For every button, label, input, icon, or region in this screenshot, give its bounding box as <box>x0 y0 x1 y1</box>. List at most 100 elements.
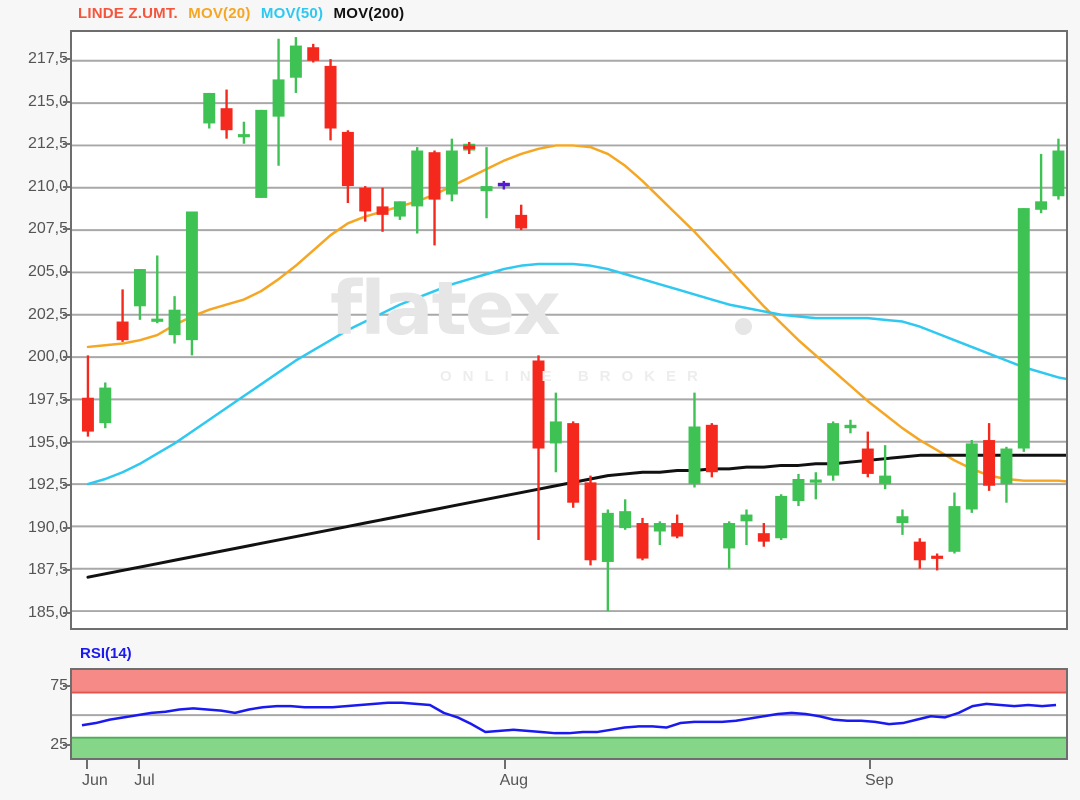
candlestick <box>185 211 198 356</box>
price-y-axis-tick <box>63 228 70 231</box>
price-y-axis-tick <box>63 569 70 572</box>
candle-body <box>133 269 146 307</box>
candlestick <box>636 517 649 561</box>
price-y-axis-tick <box>63 100 70 103</box>
price-y-axis-tick <box>63 611 70 614</box>
candle-body <box>688 426 701 485</box>
candle-body <box>255 109 268 198</box>
candle-body <box>601 512 614 562</box>
candlestick <box>1052 138 1065 200</box>
candlestick <box>601 509 614 612</box>
candlestick <box>584 475 597 566</box>
candlestick <box>289 37 302 93</box>
candle-body <box>445 150 458 195</box>
candle-body <box>861 448 874 474</box>
candle-body <box>272 79 285 117</box>
candle-body <box>619 511 632 529</box>
x-axis-tick <box>138 760 141 769</box>
x-axis-label: Sep <box>865 772 894 789</box>
candle-body-doji <box>237 134 250 138</box>
candlestick <box>411 147 424 234</box>
candle-body <box>393 201 406 217</box>
candlestick <box>515 204 528 231</box>
candlestick <box>324 59 337 141</box>
candlestick <box>983 423 996 491</box>
candlestick <box>775 494 788 540</box>
candlestick <box>376 187 389 232</box>
price-y-axis-label: 205,0 <box>27 263 68 281</box>
legend-mov200: MOV(200) <box>333 5 405 22</box>
candle-body <box>168 309 181 336</box>
rsi-chart-panel[interactable] <box>70 668 1068 760</box>
candlestick <box>445 138 458 202</box>
candle-body <box>185 211 198 341</box>
candlestick <box>688 392 701 488</box>
candlestick <box>757 523 770 547</box>
candlestick <box>359 186 372 222</box>
candle-body <box>411 150 424 207</box>
candle-body <box>775 495 788 539</box>
candle-body <box>220 108 233 131</box>
candlestick <box>792 473 805 507</box>
x-axis-label: Jul <box>134 772 155 789</box>
candlestick <box>913 538 926 569</box>
price-y-axis-label: 190,0 <box>27 518 68 536</box>
candle-body <box>1017 208 1030 449</box>
candle-body <box>705 424 718 473</box>
candlestick <box>965 440 978 513</box>
candle-body <box>653 523 666 532</box>
price-y-axis-tick <box>63 356 70 359</box>
doji-candle <box>463 142 476 154</box>
candlestick <box>827 421 840 481</box>
candle-body <box>740 514 753 522</box>
candlestick <box>532 355 545 540</box>
candlestick <box>99 382 112 429</box>
price-y-axis-label: 202,5 <box>27 305 68 323</box>
candle-body <box>879 475 892 485</box>
candle-body <box>723 523 736 549</box>
candlestick <box>341 130 354 204</box>
price-chart-panel[interactable] <box>70 30 1068 630</box>
legend-mov20: MOV(20) <box>188 5 251 22</box>
price-y-axis-tick <box>63 271 70 274</box>
candlestick <box>255 109 268 198</box>
rsi-panel-title: RSI(14) <box>80 645 132 662</box>
price-y-axis-label: 207,5 <box>27 220 68 238</box>
candlestick <box>480 147 493 219</box>
price-y-axis-tick <box>63 185 70 188</box>
price-y-axis-label: 185,0 <box>27 603 68 621</box>
legend-mov50: MOV(50) <box>260 5 324 22</box>
candlestick <box>653 521 666 546</box>
candlestick <box>168 296 181 344</box>
candle-body <box>549 421 562 444</box>
candle-body-doji <box>809 479 822 483</box>
price-y-axis-label: 210,0 <box>27 177 68 195</box>
candle-body <box>965 443 978 510</box>
candlestick <box>81 355 94 437</box>
candlestick <box>671 514 684 539</box>
candle-body <box>792 479 805 502</box>
candlestick <box>203 92 216 129</box>
candlestick <box>861 431 874 478</box>
candle-body <box>532 360 545 449</box>
candle-body <box>896 516 909 524</box>
x-axis-label: Jun <box>82 772 108 789</box>
price-y-axis-tick <box>63 143 70 146</box>
candle-body-doji <box>931 555 944 559</box>
candlestick <box>567 421 580 508</box>
price-y-axis-tick <box>63 526 70 529</box>
candlestick <box>844 419 857 434</box>
candlestick <box>549 392 562 473</box>
price-y-axis-tick <box>63 313 70 316</box>
price-y-axis-label: 215,0 <box>27 92 68 110</box>
candlestick <box>237 121 250 144</box>
candle-body <box>324 65 337 129</box>
candlestick <box>809 472 822 500</box>
candle-body <box>99 387 112 424</box>
ma-line-mov50 <box>86 262 1066 486</box>
candlestick <box>1035 153 1048 214</box>
candlestick <box>1017 208 1030 452</box>
price-y-axis-label: 217,5 <box>27 49 68 67</box>
candle-body <box>983 440 996 486</box>
